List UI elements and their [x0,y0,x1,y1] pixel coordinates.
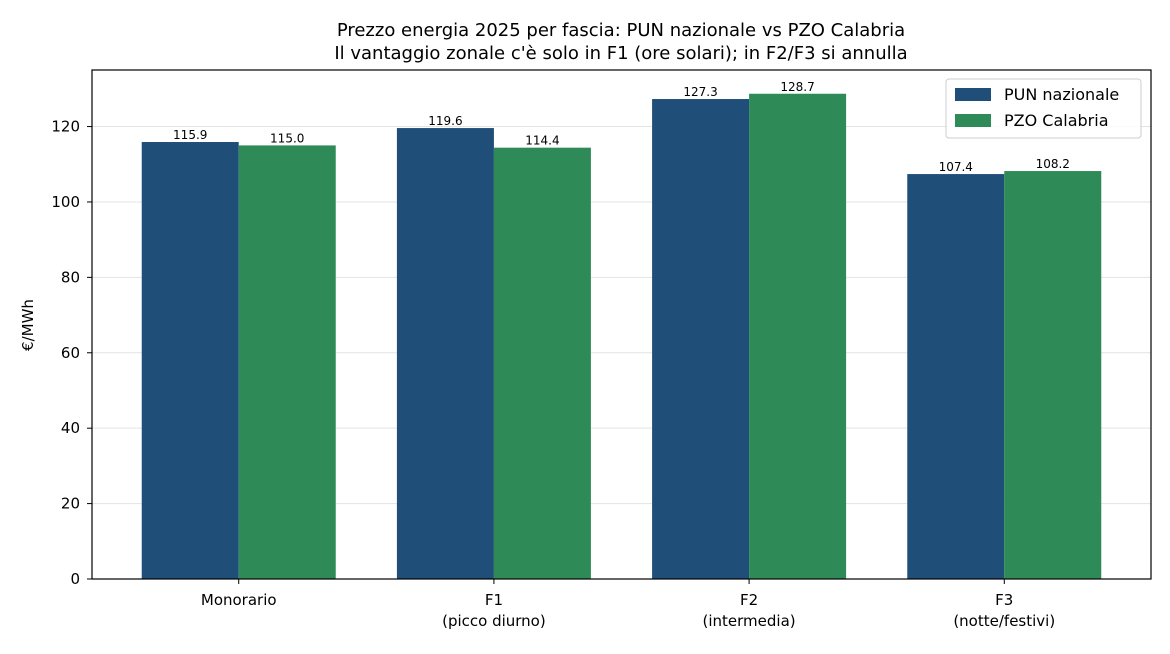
y-tick-label: 120 [51,118,80,136]
value-labels: 115.9 115.0 119.6 114.4 127.3 128.7 107.4 108.2 [173,80,1070,174]
bar [1004,171,1102,579]
x-tick-label: (picco diurno) [442,612,546,630]
y-tick-label: 60 [61,344,80,362]
x-tick-label: (notte/festivi) [953,612,1055,630]
bar [749,93,847,580]
x-tick-label: F3 [995,591,1013,609]
bar-value-label: 128.7 [780,80,814,94]
y-axis-label: €/MWh [19,299,37,351]
chart-title: Prezzo energia 2025 per fascia: PUN nazi… [334,20,907,64]
x-tick-label: (intermedia) [703,612,796,630]
bar-value-label: 108.2 [1036,157,1070,171]
bar-value-label: 107.4 [939,160,973,174]
bar-value-label: 127.3 [683,85,717,99]
legend-box [945,78,1142,139]
chart-title-line: Prezzo energia 2025 per fascia: PUN nazi… [337,20,905,41]
bar [141,142,239,579]
bar [238,145,336,579]
axes [87,69,1152,584]
bar [652,99,750,579]
legend-label: PZO Calabria [1004,111,1109,130]
bar-value-label: 119.6 [428,114,462,128]
legend-swatch [955,88,991,101]
x-tick-label: F2 [740,591,758,609]
bar [396,128,494,579]
bar-value-label: 115.0 [270,131,304,145]
chart-subtitle-line: Il vantaggio zonale c'è solo in F1 (ore … [334,43,907,64]
bar-value-label: 114.4 [525,134,559,148]
y-tick-label: 40 [61,419,80,437]
bar [493,147,591,580]
bars [141,93,1102,580]
tick-labels: 0 20 40 60 80 100 120 Monorario F1 (picco diurno)… [51,118,1055,630]
bar [907,174,1005,579]
y-tick-label: 100 [51,193,80,211]
x-tick-label: F1 [485,591,503,609]
y-tick-label: 80 [61,268,80,286]
bar-value-label: 115.9 [173,128,207,142]
y-tick-label: 20 [61,495,80,513]
plot-frame [91,69,1152,580]
legend-swatch [955,114,991,127]
y-tick-label: 0 [70,570,80,588]
legend-label: PUN nazionale [1004,85,1119,104]
legend: PUN nazionale PZO Calabria [945,78,1142,139]
x-tick-label: Monorario [201,591,277,609]
